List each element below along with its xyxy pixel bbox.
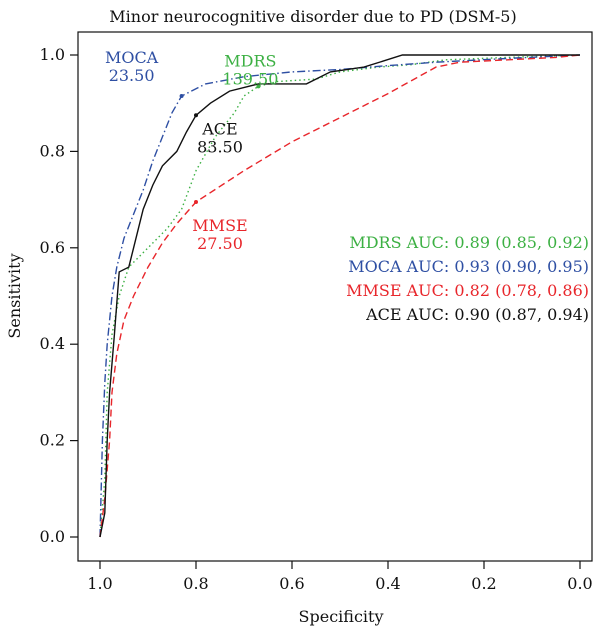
cutoff-point-mmse [194,200,198,205]
y-tick-label: 0.8 [40,141,65,160]
legend-auc-mdrs: MDRS AUC: 0.89 (0.85, 0.92) [349,233,589,252]
series-line-moca [99,54,581,538]
series-line-mmse [99,54,581,538]
cutoff-name-moca: MOCA [105,48,159,67]
x-tick-label: 0.8 [183,574,208,593]
x-axis-label: Specificity [299,607,384,626]
y-tick-label: 1.0 [40,45,65,64]
legend-auc-moca: MOCA AUC: 0.93 (0.90, 0.95) [348,257,589,276]
y-axis: 0.0 0.2 0.4 0.6 0.8 1.0 [40,45,78,546]
series-line-ace [99,54,580,538]
cutoff-value-mmse: 27.50 [197,234,243,253]
cutoff-point-ace [194,113,198,118]
x-tick-label: 0.0 [567,574,592,593]
x-tick-label: 0.2 [471,574,496,593]
legend-auc-mmse: MMSE AUC: 0.82 (0.78, 0.86) [346,281,589,300]
x-tick-label: 0.4 [375,574,400,593]
cutoff-point-mdrs [256,84,261,89]
y-tick-label: 0.6 [40,238,65,257]
y-tick-label: 0.0 [40,527,65,546]
cutoff-name-ace: ACE [201,119,237,138]
cutoff-value-mdrs: 139.50 [222,69,278,88]
cutoff-value-moca: 23.50 [109,66,155,85]
series-layer [99,54,581,538]
legend: MDRS AUC: 0.89 (0.85, 0.92) MOCA AUC: 0.9… [346,233,589,324]
x-tick-label: 0.6 [279,574,304,593]
cutoff-value-ace: 83.50 [197,137,243,156]
plot-area [77,31,593,562]
cutoff-point-moca [179,93,184,98]
x-tick-label: 1.0 [87,574,112,593]
x-axis: 1.0 0.8 0.6 0.4 0.2 0.0 [87,561,593,593]
y-tick-label: 0.4 [40,334,65,353]
cutoff-name-mdrs: MDRS [224,51,276,70]
y-axis-label: Sensitivity [5,253,24,338]
chart-title: Minor neurocognitive disorder due to PD … [109,7,516,26]
series-line-mdrs [99,54,581,538]
cutoff-name-mmse: MMSE [192,216,247,235]
legend-auc-ace: ACE AUC: 0.90 (0.87, 0.94) [365,305,589,324]
y-tick-label: 0.2 [40,431,65,450]
